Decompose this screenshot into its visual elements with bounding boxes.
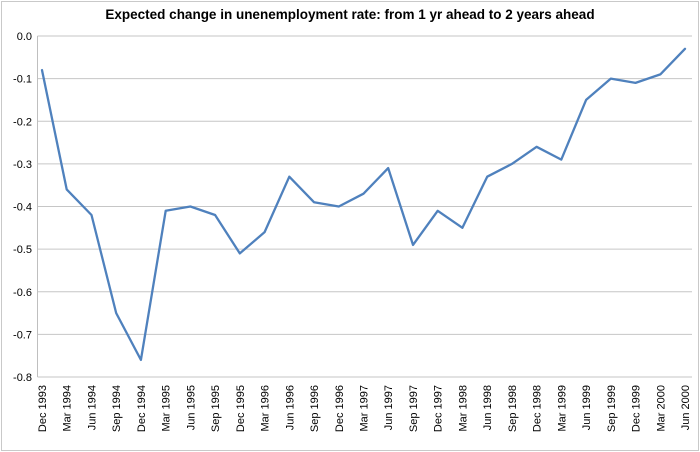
x-axis-tick-label: Mar 1997 xyxy=(359,385,371,431)
y-axis-tick-label: 0.0 xyxy=(17,31,32,43)
x-axis-tick-label: Jun 2000 xyxy=(680,385,692,430)
x-axis-tick-label: Dec 1997 xyxy=(433,385,445,432)
x-axis-tick-label: Jun 1998 xyxy=(482,385,494,430)
x-axis-tick-label: Dec 1995 xyxy=(235,385,247,432)
x-axis-tick-label: Mar 1995 xyxy=(161,385,173,431)
x-axis-tick-label: Mar 1998 xyxy=(457,385,469,431)
y-axis-tick-label: -0.8 xyxy=(13,372,32,384)
chart-title: Expected change in unenemployment rate: … xyxy=(105,7,595,22)
x-axis-tick-label: Sep 1998 xyxy=(507,385,519,432)
x-axis-tick-label: Sep 1994 xyxy=(111,385,123,432)
x-axis-tick-label: Dec 1998 xyxy=(532,385,544,432)
x-axis-tick-label: Sep 1997 xyxy=(408,385,420,432)
x-axis-labels: Dec 1993 Mar 1994 Jun 1994 Sep 1994 Dec 1994… xyxy=(37,385,692,432)
gridlines xyxy=(37,35,692,378)
y-axis-tick-label: -0.1 xyxy=(13,74,32,86)
x-axis-tick-label: Dec 1993 xyxy=(37,385,49,432)
x-axis-tick-label: Jun 1997 xyxy=(383,385,395,430)
x-axis-tick-label: Dec 1994 xyxy=(136,385,148,432)
y-axis-tick-label: -0.7 xyxy=(13,329,32,341)
x-axis-tick-label: Jun 1994 xyxy=(86,385,98,430)
x-axis-tick-label: Jun 1996 xyxy=(284,385,296,430)
y-axis-tick-label: -0.2 xyxy=(13,116,32,128)
x-axis-tick-label: Dec 1999 xyxy=(631,385,643,432)
x-axis-tick-label: Jun 1995 xyxy=(185,385,197,430)
y-axis-tick-label: -0.4 xyxy=(13,202,32,214)
y-axis-tick-label: -0.6 xyxy=(13,287,32,299)
y-axis-tick-label: -0.5 xyxy=(13,244,32,256)
x-axis-tick-label: Mar 2000 xyxy=(655,385,667,431)
y-axis-tick-label: -0.3 xyxy=(13,159,32,171)
y-axis-labels: 0.0 -0.1 -0.2 -0.3 -0.4 -0.5 -0.6 -0.7 -0.8 xyxy=(13,31,32,384)
x-axis-tick-label: Sep 1999 xyxy=(606,385,618,432)
x-axis-tick-label: Sep 1996 xyxy=(309,385,321,432)
data-series-line xyxy=(40,47,687,362)
x-axis-tick-label: Mar 1996 xyxy=(260,385,272,431)
x-axis-tick-label: Mar 1999 xyxy=(556,385,568,431)
x-axis-tick-label: Sep 1995 xyxy=(210,385,222,432)
x-axis-tick-label: Jun 1999 xyxy=(581,385,593,430)
x-axis-tick-label: Mar 1994 xyxy=(62,385,74,431)
x-axis-tick-label: Dec 1996 xyxy=(334,385,346,432)
